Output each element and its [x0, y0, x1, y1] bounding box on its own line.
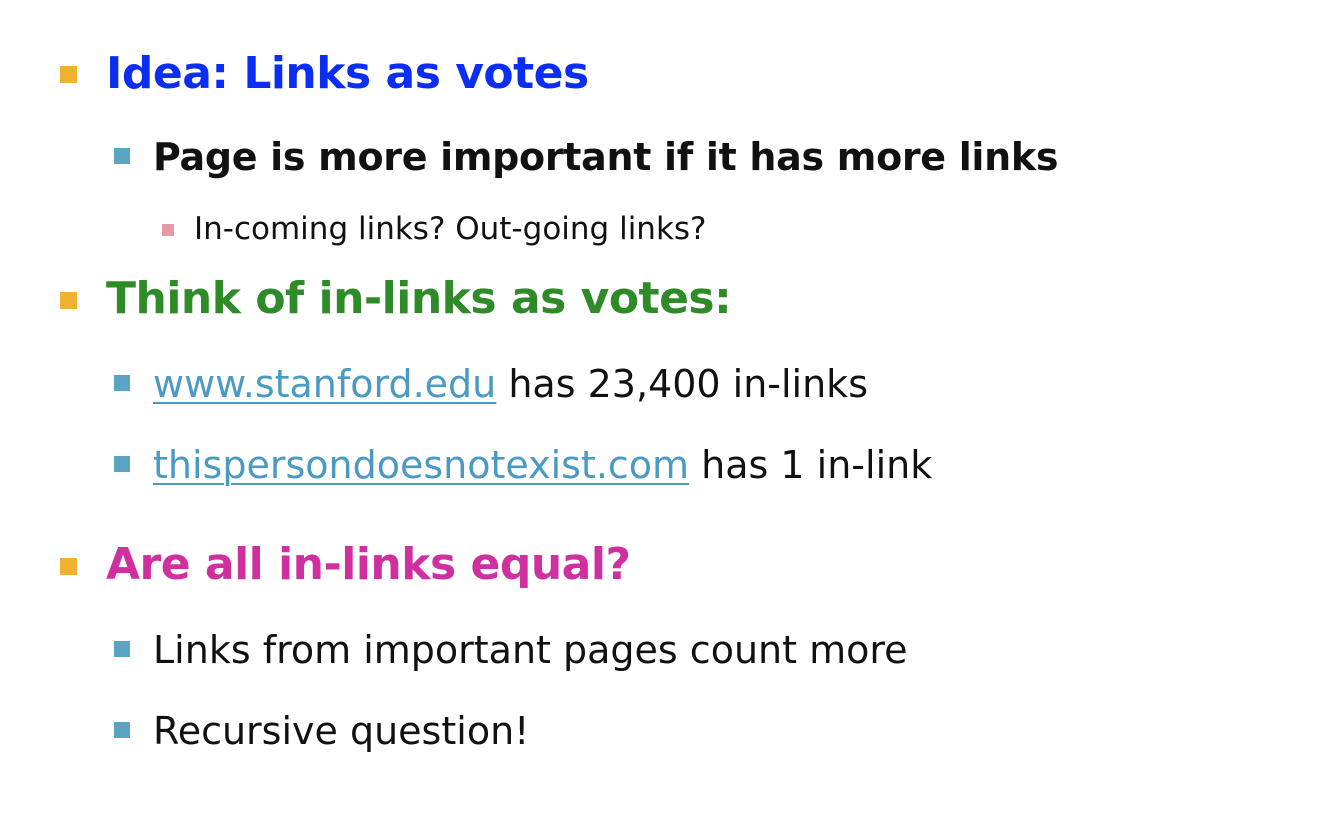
- heading-equal-inlinks: Are all in-links equal?: [106, 539, 631, 590]
- point-important-pages: Links from important pages count more: [153, 628, 908, 672]
- example-thisperson: thispersondoesnotexist.com has 1 in-link: [153, 446, 932, 484]
- bullet-level2-square: [114, 641, 130, 657]
- bullet-level1-square: [60, 558, 77, 575]
- example-thisperson-text: has 1 in-link: [689, 443, 933, 487]
- point-page-importance: Page is more important if it has more li…: [153, 135, 1059, 179]
- bullet-level2-square: [114, 722, 130, 738]
- point-recursive-question: Recursive question!: [153, 709, 530, 753]
- link-thispersondoesnotexist[interactable]: thispersondoesnotexist.com: [153, 443, 690, 487]
- example-stanford-text: has 23,400 in-links: [496, 362, 868, 406]
- example-stanford: www.stanford.edu has 23,400 in-links: [153, 365, 868, 403]
- bullet-level3-square: [162, 224, 174, 236]
- bullet-level2-square: [114, 148, 130, 164]
- subpoint-link-direction: In-coming links? Out-going links?: [194, 211, 707, 247]
- bullet-level1-square: [60, 66, 77, 83]
- heading-inlinks-as-votes: Think of in-links as votes:: [106, 273, 732, 324]
- heading-links-as-votes: Idea: Links as votes: [106, 48, 589, 99]
- bullet-level1-square: [60, 292, 77, 309]
- link-stanford[interactable]: www.stanford.edu: [153, 362, 497, 406]
- bullet-level2-square: [114, 375, 130, 391]
- bullet-level2-square: [114, 456, 130, 472]
